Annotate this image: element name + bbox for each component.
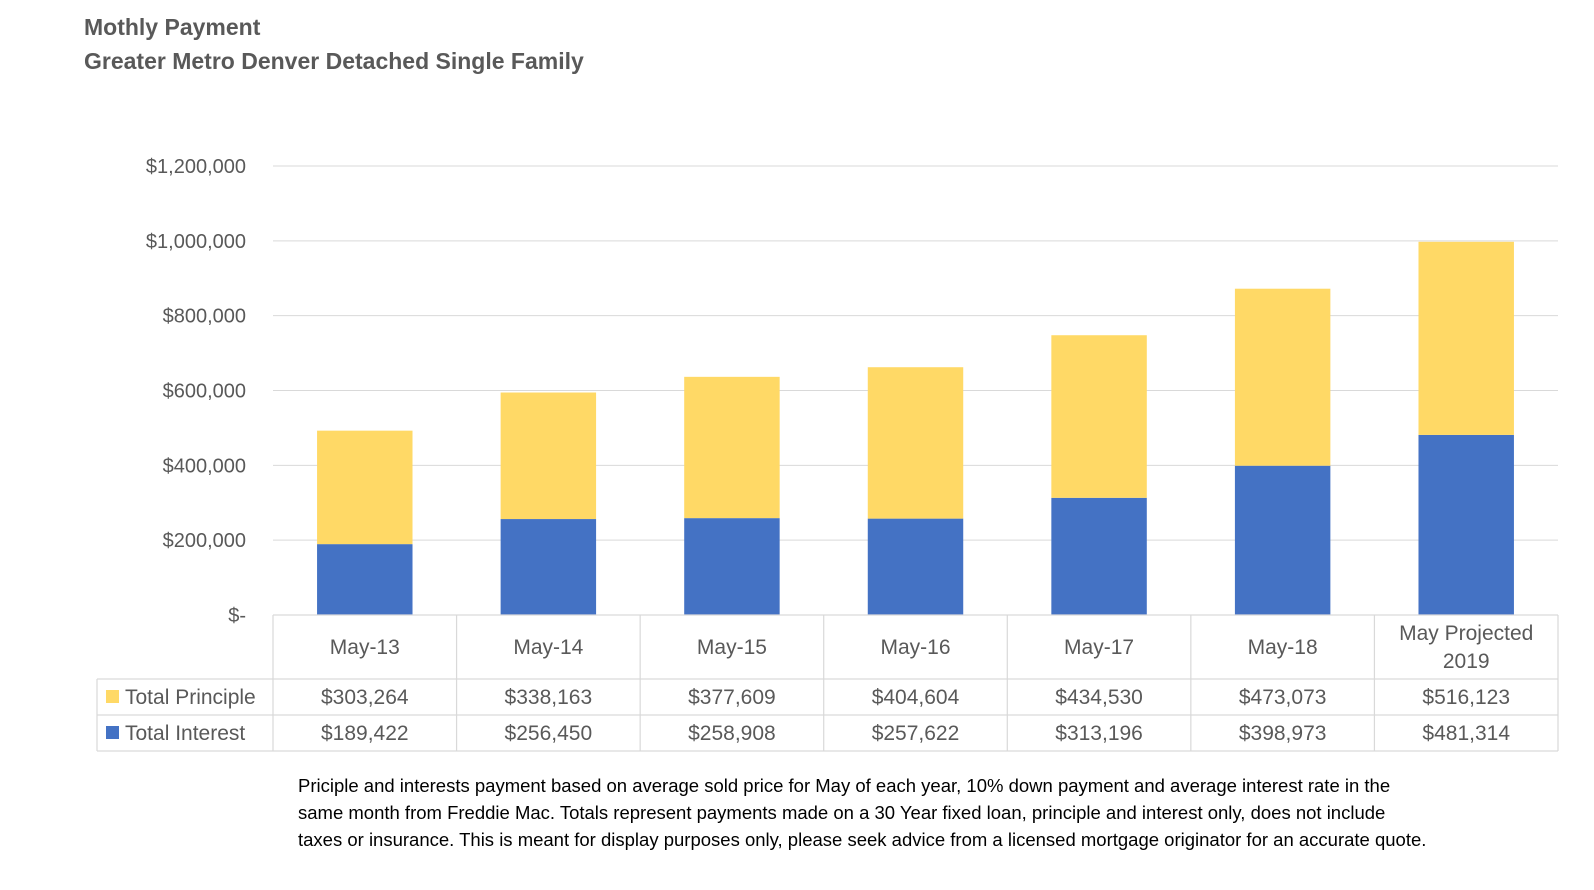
chart-title: Mothly Payment: [84, 14, 261, 40]
y-tick-label: $1,200,000: [146, 156, 246, 178]
data-label-total-principle: $338,163: [505, 686, 593, 709]
y-tick-label: $400,000: [163, 455, 246, 477]
chart-subtitle: Greater Metro Denver Detached Single Fam…: [84, 48, 584, 74]
bar-total-interest: [500, 519, 597, 615]
data-label-total-principle: $377,609: [688, 686, 776, 709]
footnote: Priciple and interests payment based on …: [298, 775, 1427, 850]
category-label: May-16: [880, 636, 950, 659]
category-label: May-15: [697, 636, 767, 659]
bar-total-principle: [684, 376, 780, 519]
data-label-total-interest: $256,450: [505, 722, 593, 745]
legend-key-total-principle: [106, 690, 119, 703]
data-label-total-principle: $473,073: [1239, 686, 1327, 709]
data-label-total-interest: $313,196: [1055, 722, 1143, 745]
chart-title-block: Mothly Payment Greater Metro Denver Deta…: [84, 10, 584, 78]
y-tick-label: $600,000: [163, 381, 246, 403]
bar-total-interest: [684, 518, 780, 615]
bar-total-interest: [1234, 465, 1331, 615]
data-label-total-principle: $434,530: [1055, 686, 1143, 709]
data-label-total-interest: $398,973: [1239, 722, 1327, 745]
data-label-total-principle: $516,123: [1422, 686, 1510, 709]
bars: [317, 241, 1514, 615]
y-tick-label: $1,000,000: [146, 231, 246, 253]
data-label-total-interest: $257,622: [872, 722, 960, 745]
data-table: May-13 May-14 May-15 May-16 May-17 May-18 May …: [96, 614, 1559, 752]
bar-total-interest: [1051, 497, 1147, 615]
category-label: 2019: [1443, 650, 1490, 673]
category-label: May-18: [1248, 636, 1318, 659]
y-tick-label: $800,000: [163, 306, 246, 328]
bar-total-principle: [1051, 335, 1147, 498]
legend-label-total-interest: Total Interest: [125, 722, 245, 745]
bar-total-principle: [1418, 241, 1514, 435]
bar-total-interest: [317, 544, 413, 615]
category-label: May-13: [330, 636, 400, 659]
category-label: May-17: [1064, 636, 1134, 659]
stacked-bar-chart: $- $200,000 $400,000 $600,000 $800,000 $1,000…: [96, 156, 1559, 752]
data-label-total-interest: $189,422: [321, 722, 409, 745]
legend-key-total-interest: [106, 726, 119, 739]
category-label: May-14: [513, 636, 583, 659]
legend-label-total-principle: Total Principle: [125, 686, 256, 709]
bar-total-principle: [500, 392, 597, 520]
y-axis-tick-labels: $- $200,000 $400,000 $600,000 $800,000 $1,000…: [146, 156, 246, 627]
data-label-total-interest: $481,314: [1422, 722, 1510, 745]
data-label-total-principle: $404,604: [872, 686, 960, 709]
bar-total-interest: [1418, 434, 1514, 615]
bar-total-interest: [867, 518, 964, 615]
bar-total-principle: [1234, 288, 1331, 466]
bar-total-principle: [867, 367, 964, 519]
bar-total-principle: [317, 430, 413, 545]
y-tick-label: $200,000: [163, 530, 246, 552]
data-label-total-principle: $303,264: [321, 686, 409, 709]
category-label: May Projected: [1399, 622, 1533, 645]
data-label-total-interest: $258,908: [688, 722, 776, 745]
y-tick-label: $-: [228, 605, 246, 627]
